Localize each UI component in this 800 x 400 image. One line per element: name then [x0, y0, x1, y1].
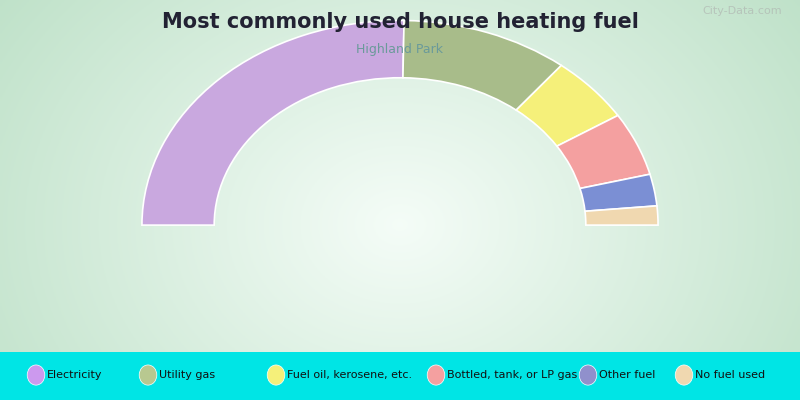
Ellipse shape [427, 365, 445, 385]
Ellipse shape [139, 365, 157, 385]
Text: Electricity: Electricity [47, 370, 102, 380]
Text: Utility gas: Utility gas [159, 370, 215, 380]
Text: City-Data.com: City-Data.com [702, 6, 782, 16]
Text: Other fuel: Other fuel [599, 370, 655, 380]
Ellipse shape [675, 365, 693, 385]
Wedge shape [142, 20, 404, 225]
Wedge shape [580, 174, 657, 211]
Text: No fuel used: No fuel used [695, 370, 766, 380]
Wedge shape [585, 206, 658, 225]
Text: Most commonly used house heating fuel: Most commonly used house heating fuel [162, 12, 638, 32]
Ellipse shape [27, 365, 45, 385]
Ellipse shape [579, 365, 597, 385]
Wedge shape [403, 20, 562, 110]
Text: Highland Park: Highland Park [357, 44, 443, 56]
Wedge shape [557, 116, 650, 188]
Text: Fuel oil, kerosene, etc.: Fuel oil, kerosene, etc. [287, 370, 412, 380]
Wedge shape [516, 66, 618, 146]
Ellipse shape [267, 365, 285, 385]
Text: Bottled, tank, or LP gas: Bottled, tank, or LP gas [447, 370, 578, 380]
